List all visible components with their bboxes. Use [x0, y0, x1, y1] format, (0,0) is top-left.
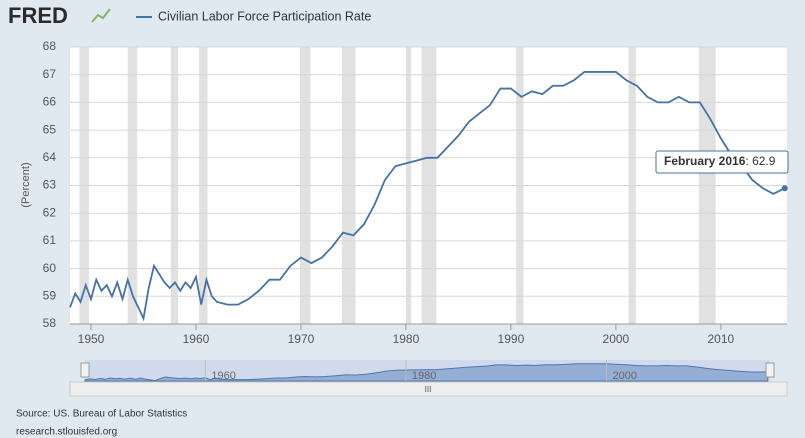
- y-tick-label: 59: [43, 288, 57, 302]
- tooltip-box: [655, 150, 789, 174]
- y-tick-label: 64: [43, 150, 57, 164]
- y-tick-label: 67: [43, 67, 57, 81]
- x-tick-label: 1950: [78, 332, 105, 346]
- source: Source: US. Bureau of Labor Statistics: [16, 409, 187, 420]
- tooltip-label: February 2016: [664, 154, 746, 168]
- x-tick-label: 1990: [498, 332, 525, 346]
- navigator-label: 1980: [412, 370, 436, 382]
- y-tick-label: 63: [43, 178, 57, 192]
- navigator-mask: [85, 360, 770, 381]
- tooltip-point: [781, 185, 788, 192]
- scrollbar-grip[interactable]: III: [425, 385, 432, 394]
- y-axis-label: (Percent): [20, 162, 32, 207]
- navigator-handle[interactable]: [765, 362, 775, 378]
- navigator-handle[interactable]: [80, 362, 90, 378]
- y-tick-label: 61: [43, 233, 57, 247]
- logo: FRED: [8, 3, 68, 28]
- legend-label: Civilian Labor Force Participation Rate: [158, 9, 371, 23]
- navigator-label: 2000: [613, 370, 637, 382]
- navigator-area: [84, 363, 769, 382]
- logo-icon: [91, 8, 111, 23]
- tooltip-value: 62.9: [752, 154, 776, 168]
- x-tick-label: 1960: [183, 332, 210, 346]
- y-tick-label: 66: [43, 95, 57, 109]
- x-tick-label: 1970: [288, 332, 315, 346]
- scrollbar[interactable]: [69, 381, 788, 397]
- y-tick-label: 60: [43, 261, 57, 275]
- x-tick-label: 1980: [393, 332, 420, 346]
- y-tick-label: 65: [43, 122, 57, 136]
- y-tick-label: 68: [43, 39, 57, 53]
- x-tick-label: 2010: [708, 332, 735, 346]
- url: research.stlouisfed.org: [16, 427, 117, 438]
- y-tick-label: 62: [43, 205, 57, 219]
- x-tick-label: 2000: [603, 332, 630, 346]
- tooltip: February 2016: 62.9: [655, 150, 789, 174]
- navigator-label: 1960: [211, 370, 235, 382]
- y-tick-label: 58: [43, 316, 57, 330]
- tooltip-text: February 2016: 62.9: [664, 154, 776, 168]
- line: [69, 71, 786, 322]
